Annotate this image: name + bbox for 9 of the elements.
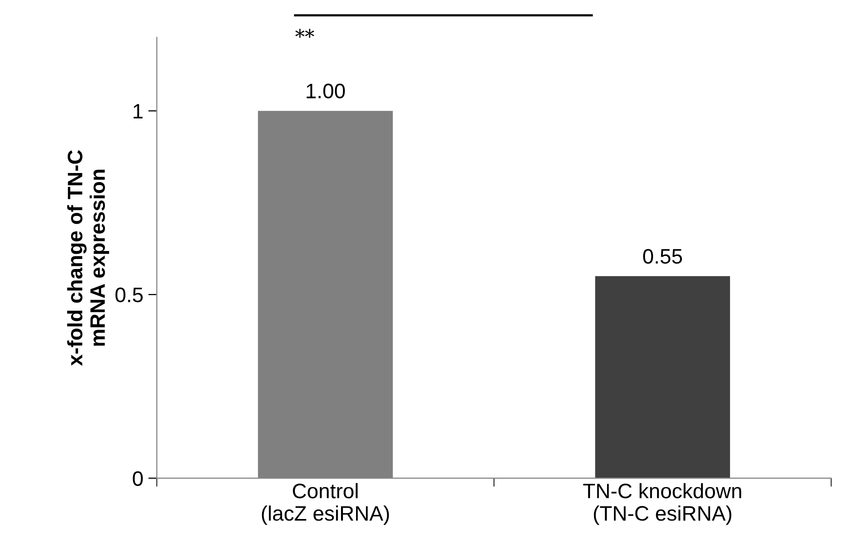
annotation: ** [295, 28, 314, 38]
y-tick-label: 1 [134, 104, 143, 118]
x-tick-label: Control (lacZ esiRNA) [262, 483, 389, 525]
data-label: 0.55 [643, 248, 682, 264]
y-tick-label: 0 [132, 471, 143, 486]
x-tick-label: TN-C knockdown (TN-C esiRNA) [583, 483, 742, 525]
y-tick-label: 0.5 [115, 288, 143, 302]
y-axis-title: x-fold change of TN-C mRNA expression [67, 150, 110, 366]
data-label: 1.00 [306, 84, 345, 98]
